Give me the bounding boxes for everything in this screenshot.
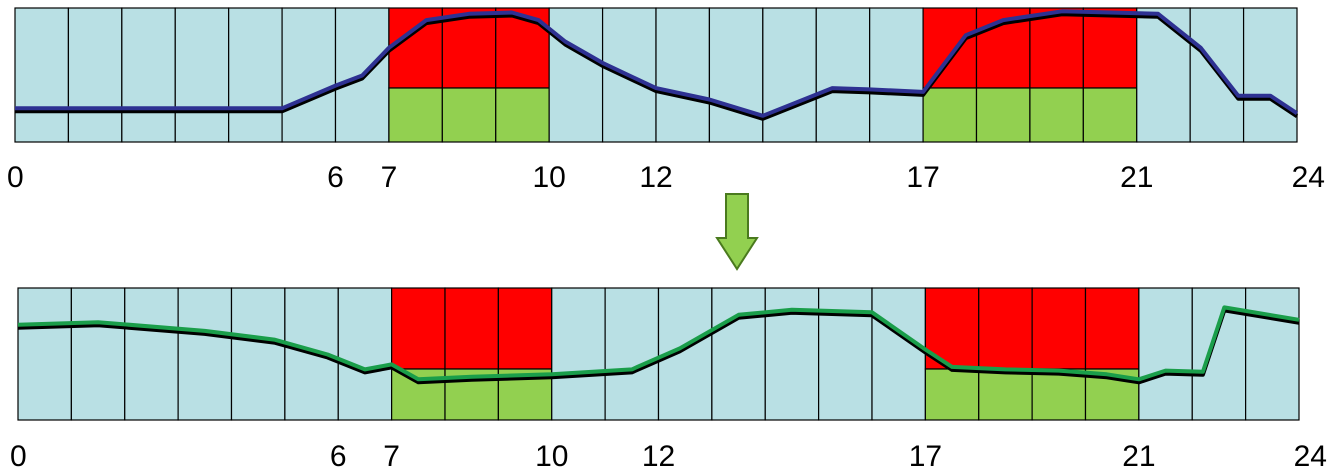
- hour-cell: [604, 287, 660, 421]
- hour-cell: [762, 7, 817, 143]
- hour-cell: [121, 7, 176, 143]
- peak-cell-bottom: [388, 87, 443, 143]
- peak-cell-bottom: [1029, 87, 1084, 143]
- hour-cell: [551, 287, 606, 421]
- peak-cell-bottom: [922, 87, 978, 143]
- hour-cell: [1136, 7, 1191, 143]
- peak-cell-bottom: [441, 87, 497, 143]
- curve-shadow: [15, 12, 1299, 121]
- down-arrow-shape: [715, 193, 759, 271]
- hour-cell: [230, 287, 286, 421]
- curve-shadow: [17, 308, 1300, 385]
- hour-cell: [17, 287, 72, 421]
- after-panel: 0 6 7 10 12 17 21 24: [10, 287, 1327, 468]
- hour-tick-label: 7: [381, 161, 398, 194]
- peak-cell-bottom: [924, 368, 980, 421]
- hour-cell: [818, 287, 873, 421]
- hour-cell: [711, 287, 766, 421]
- hour-tick-label: 21: [1122, 440, 1155, 468]
- hour-tick-label: 24: [1292, 161, 1325, 194]
- peak-cell-bottom: [1082, 87, 1138, 143]
- peak-cell-top: [1084, 287, 1140, 370]
- hour-tick-label: 6: [330, 440, 347, 468]
- hour-cell: [124, 287, 179, 421]
- hour-tick-label: 12: [639, 161, 672, 194]
- hour-cell: [174, 7, 230, 143]
- hour-cell: [337, 287, 393, 421]
- hour-cell: [815, 7, 871, 143]
- hour-tick-label: 17: [909, 440, 942, 468]
- hour-tick-label: 0: [10, 440, 27, 468]
- peak-cell-top: [1031, 287, 1087, 370]
- hour-tick-label: 24: [1294, 440, 1327, 468]
- before-load-curve: [15, 9, 1299, 118]
- hour-cell: [1242, 7, 1298, 143]
- hour-tick-label: 17: [906, 161, 939, 194]
- hour-cell: [177, 287, 233, 421]
- peak-cell-top: [497, 287, 553, 370]
- hour-cell: [708, 7, 764, 143]
- after-load-curve: [17, 305, 1300, 382]
- hour-tick-label: 0: [7, 161, 24, 194]
- hour-tick-label: 7: [383, 440, 400, 468]
- hour-cell: [548, 7, 604, 143]
- hour-tick-label: 12: [642, 440, 675, 468]
- peak-cell-top: [978, 287, 1033, 370]
- hour-cell: [655, 7, 711, 143]
- peak-cell-top: [922, 7, 978, 89]
- hour-cell: [67, 7, 123, 143]
- peak-cell-bottom: [975, 87, 1031, 143]
- peak-cell-top: [1029, 7, 1084, 89]
- hour-cell: [871, 287, 926, 421]
- peak-cell-top: [391, 287, 446, 370]
- peak-cell-bottom: [978, 368, 1033, 421]
- hour-cell: [1245, 287, 1300, 421]
- hour-cell: [281, 7, 337, 143]
- hour-cell: [1189, 7, 1245, 143]
- hour-cell: [1138, 287, 1193, 421]
- hour-tick-label: 10: [532, 161, 565, 194]
- down-arrow-icon: [715, 193, 759, 271]
- hour-cell: [764, 287, 820, 421]
- peak-cell-top: [444, 287, 499, 370]
- hour-cell: [14, 7, 70, 143]
- hour-cell: [228, 7, 283, 143]
- peak-cell-top: [1082, 7, 1138, 89]
- hour-cell: [869, 7, 924, 143]
- hour-cell: [70, 287, 126, 421]
- hour-tick-label: 6: [327, 161, 344, 194]
- hour-tick-label: 10: [535, 440, 568, 468]
- peak-cell-bottom: [495, 87, 550, 143]
- hour-tick-label: 21: [1120, 161, 1153, 194]
- before-panel: 0 6 7 10 12 17 21 24: [7, 7, 1325, 194]
